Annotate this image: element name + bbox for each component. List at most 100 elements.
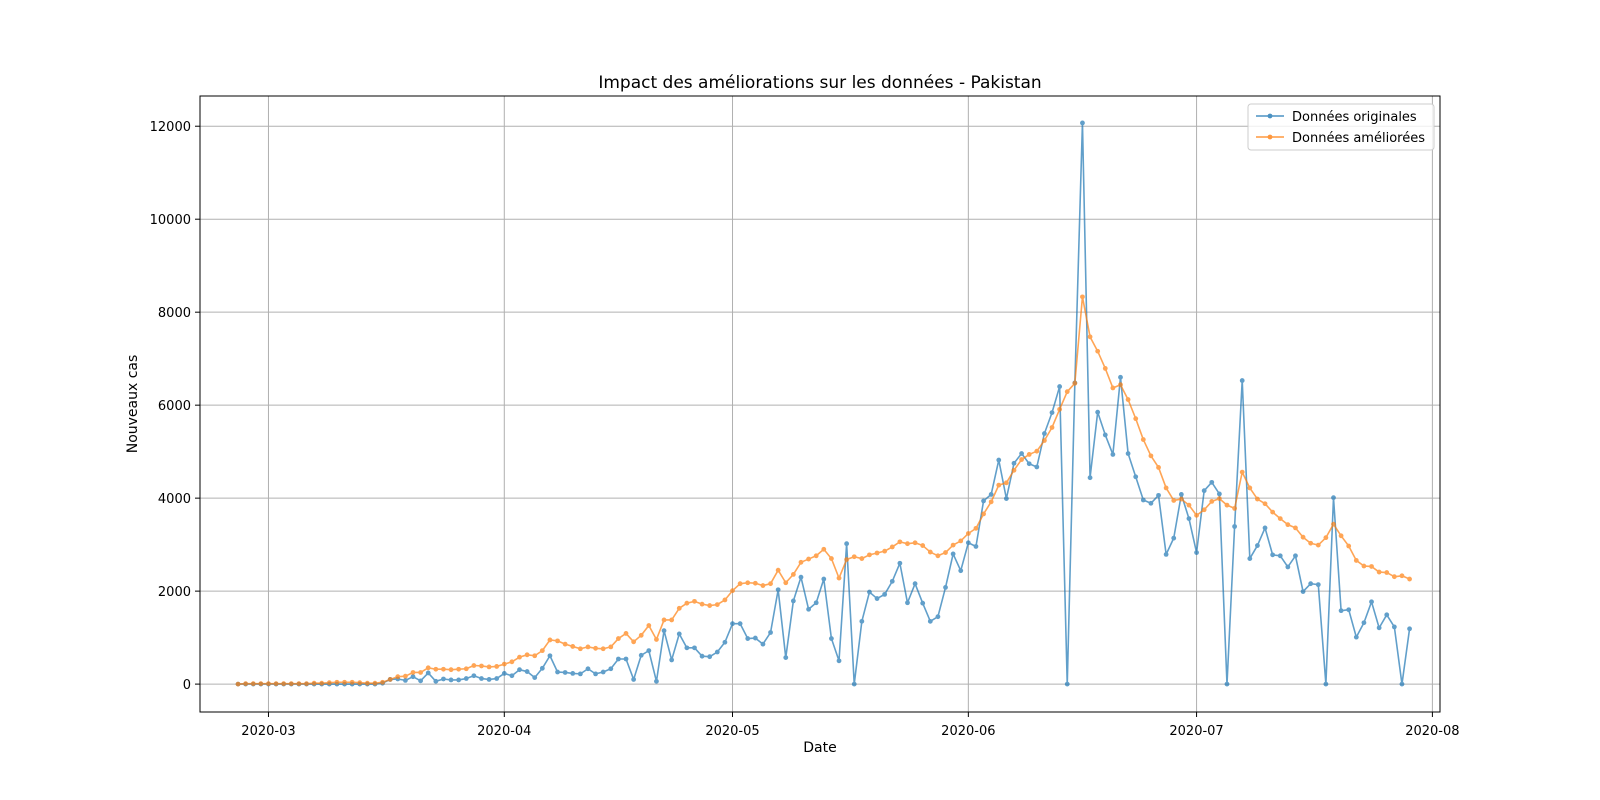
data-point (555, 638, 560, 644)
data-point (403, 673, 408, 679)
data-point (1384, 570, 1390, 575)
data-point (1239, 378, 1245, 383)
grid (200, 96, 1440, 712)
data-point (1049, 410, 1055, 415)
data-point (889, 544, 895, 550)
data-point (1194, 512, 1199, 518)
x-tick-label: 2020-03 (241, 724, 295, 739)
data-point (950, 542, 956, 548)
data-point (1102, 366, 1108, 371)
data-point (1042, 431, 1047, 436)
data-point (973, 525, 979, 531)
data-point (813, 600, 819, 606)
data-point (1140, 437, 1146, 442)
data-point (1087, 334, 1093, 340)
data-point (859, 556, 865, 561)
data-point (471, 663, 477, 668)
data-point (608, 644, 614, 650)
y-tick-label: 12000 (150, 120, 191, 135)
data-point (950, 551, 956, 557)
data-point (479, 676, 484, 681)
data-point (1369, 599, 1374, 605)
data-point (1407, 626, 1412, 632)
data-point (722, 597, 728, 603)
data-point (654, 678, 659, 684)
data-point (623, 631, 629, 636)
data-point (577, 646, 583, 652)
data-point (471, 673, 477, 679)
data-point (1391, 624, 1397, 630)
data-point (1019, 451, 1024, 456)
data-point (943, 550, 948, 555)
data-point (456, 677, 462, 683)
data-point (494, 676, 500, 681)
data-point (654, 637, 659, 642)
data-point (349, 679, 355, 685)
data-point (920, 543, 926, 548)
data-point (692, 598, 697, 604)
x-tick-label: 2020-06 (941, 724, 995, 739)
data-point (631, 639, 637, 645)
data-point (296, 681, 302, 687)
data-point (1140, 497, 1146, 503)
data-point (844, 557, 850, 562)
data-point (1399, 681, 1405, 687)
data-point (1156, 465, 1161, 470)
data-point (745, 636, 751, 641)
data-point (364, 680, 370, 686)
data-point (608, 666, 614, 672)
data-point (334, 679, 340, 685)
data-point (1216, 491, 1222, 497)
data-point (821, 576, 827, 582)
data-point (996, 457, 1002, 463)
data-point (1308, 581, 1314, 587)
data-point (517, 667, 522, 673)
data-point (547, 637, 553, 643)
data-point (973, 544, 979, 549)
data-point (342, 679, 347, 685)
data-point (874, 550, 880, 556)
data-point (920, 600, 926, 606)
data-point (273, 681, 279, 687)
legend-label: Données originales (1292, 110, 1417, 125)
data-point (1186, 516, 1192, 521)
data-point (1133, 416, 1139, 422)
data-point (1186, 502, 1192, 508)
data-point (1110, 385, 1116, 391)
series-improved (235, 294, 1412, 687)
data-point (958, 538, 964, 544)
data-point (555, 669, 560, 675)
data-point (783, 580, 789, 586)
data-point (281, 681, 287, 687)
series-layer (235, 120, 1412, 687)
x-tick-label: 2020-04 (477, 724, 531, 739)
data-point (775, 587, 781, 593)
data-point (836, 575, 842, 581)
data-point (1118, 382, 1123, 388)
data-point (403, 677, 408, 683)
legend-marker (1267, 113, 1273, 119)
data-point (1338, 533, 1344, 539)
data-point (1331, 495, 1336, 501)
data-point (638, 632, 644, 638)
data-point (524, 669, 530, 674)
data-point (851, 681, 857, 687)
data-point (988, 492, 994, 497)
data-point (616, 656, 621, 662)
data-point (1255, 496, 1260, 502)
data-point (1003, 496, 1009, 502)
data-point (783, 655, 789, 661)
data-point (851, 554, 857, 560)
data-point (1262, 525, 1268, 531)
data-point (1384, 612, 1390, 618)
data-point (699, 601, 705, 607)
data-point (714, 649, 720, 655)
data-point (1300, 589, 1306, 594)
data-point (646, 623, 652, 628)
data-point (288, 681, 294, 687)
data-point (988, 499, 994, 505)
data-point (760, 641, 766, 647)
data-point (570, 671, 576, 676)
data-point (509, 659, 515, 665)
